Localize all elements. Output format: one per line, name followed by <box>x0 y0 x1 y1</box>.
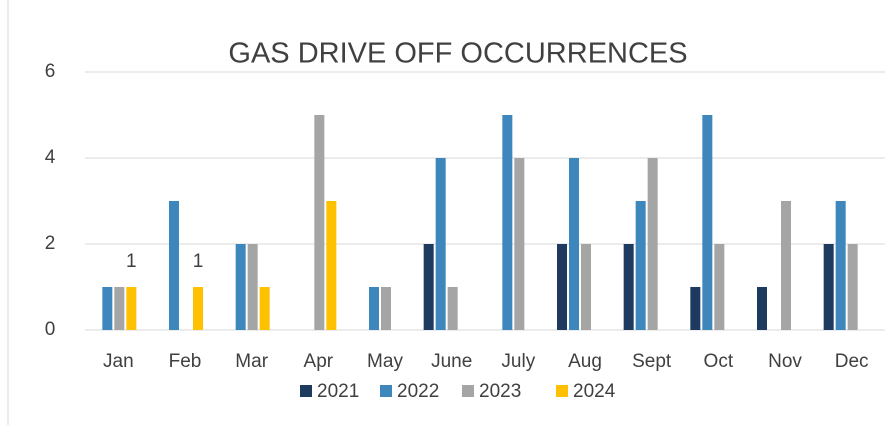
bar <box>235 244 246 330</box>
legend-label: 2022 <box>397 381 439 402</box>
bar <box>381 287 391 330</box>
y-tick-label: 4 <box>45 147 56 168</box>
bar <box>314 115 325 330</box>
bar <box>126 287 137 330</box>
bar <box>647 158 658 330</box>
bar <box>435 158 446 330</box>
legend-swatch <box>556 385 568 397</box>
chart-title: GAS DRIVE OFF OCCURRENCES <box>228 38 687 70</box>
bar <box>102 287 113 330</box>
bar <box>781 201 791 330</box>
legend-label: 2024 <box>573 381 616 402</box>
data-label: 1 <box>193 251 204 272</box>
bar <box>259 287 270 330</box>
bar <box>569 158 579 330</box>
bar <box>247 244 258 330</box>
x-tick-label: Apr <box>304 351 334 372</box>
data-label: 1 <box>126 251 137 272</box>
bar <box>193 287 203 330</box>
bar <box>114 287 125 330</box>
legend-swatch <box>462 385 474 397</box>
bar <box>502 115 513 330</box>
bar <box>326 201 337 330</box>
bar <box>714 244 725 330</box>
x-tick-label: May <box>367 351 403 372</box>
bar <box>635 201 646 330</box>
legend-label: 2021 <box>317 381 359 402</box>
y-tick-label: 0 <box>45 319 56 340</box>
bar <box>581 244 591 330</box>
y-tick-label: 2 <box>45 233 56 254</box>
bar <box>514 158 525 330</box>
legend-swatch <box>380 385 392 397</box>
x-tick-label: Oct <box>704 351 734 372</box>
bar <box>557 244 567 330</box>
bar <box>447 287 458 330</box>
x-tick-label: Jan <box>103 351 134 372</box>
x-tick-label: July <box>501 351 535 372</box>
bar <box>757 287 767 330</box>
x-tick-label: June <box>431 351 472 372</box>
bar <box>623 244 634 330</box>
legend-swatch <box>300 385 312 397</box>
y-tick-label: 6 <box>45 61 56 82</box>
x-tick-label: Aug <box>568 351 602 372</box>
x-tick-label: Mar <box>235 351 268 372</box>
bar <box>835 201 846 330</box>
x-tick-label: Feb <box>169 351 202 372</box>
x-tick-label: Nov <box>768 351 802 372</box>
bar <box>847 244 858 330</box>
x-tick-label: Dec <box>835 351 869 372</box>
bar <box>823 244 834 330</box>
legend-label: 2023 <box>479 381 521 402</box>
x-tick-label: Sept <box>632 351 672 372</box>
bar <box>369 287 379 330</box>
bar <box>702 115 713 330</box>
bar <box>169 201 179 330</box>
bar <box>690 287 701 330</box>
bar <box>423 244 434 330</box>
